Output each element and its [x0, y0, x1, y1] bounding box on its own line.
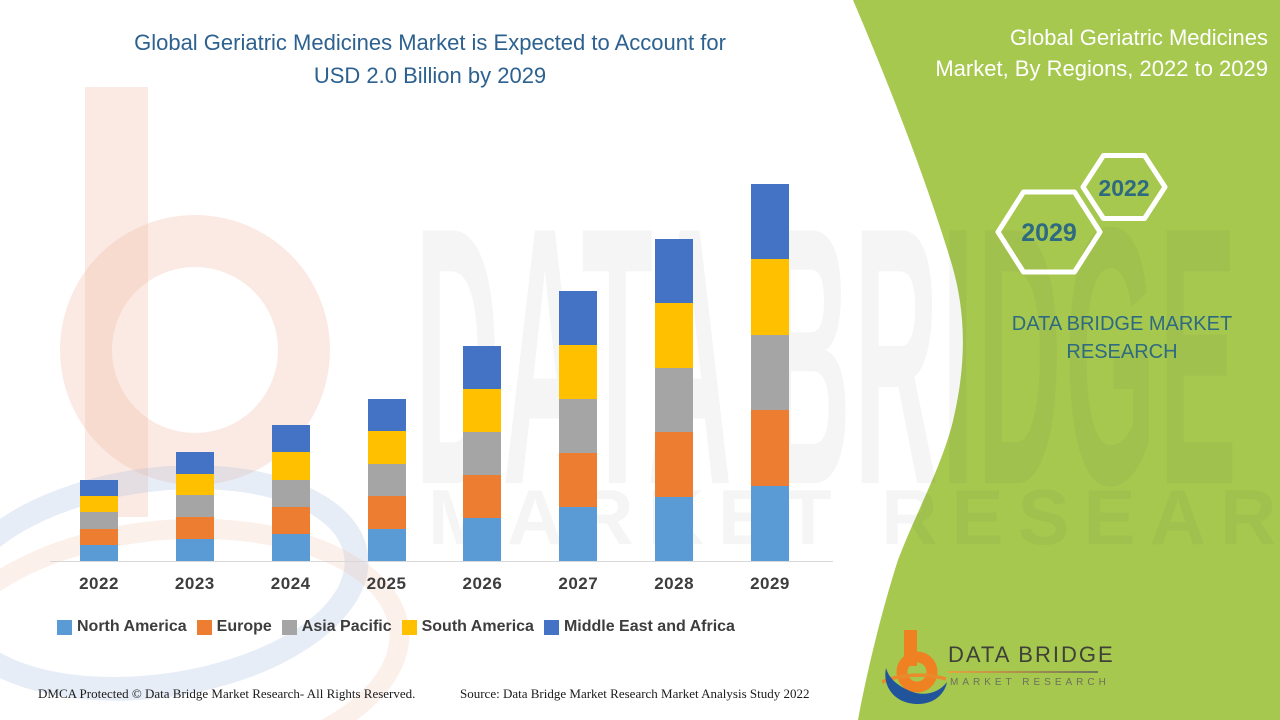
bar-segment-asia-pacific	[271, 479, 310, 507]
bar-segment-asia-pacific	[175, 495, 214, 518]
legend-label: North America	[77, 618, 187, 635]
legend-swatch	[543, 619, 559, 635]
databridge-logo-icon	[882, 630, 947, 704]
legend-item-south-america: South America	[401, 618, 534, 636]
chart-title-line2: USD 2.0 Billion by 2029	[313, 63, 547, 88]
legend-item-asia-pacific: Asia Pacific	[281, 618, 392, 636]
logo-title: DATA BRIDGE	[948, 642, 1115, 667]
x-axis-label-2022: 2022	[79, 574, 119, 593]
bar-segment-asia-pacific	[655, 367, 694, 433]
hexagon-2029	[995, 189, 1103, 275]
side-panel-heading: Global Geriatric Medicines Market, By Re…	[880, 22, 1268, 84]
x-axis-label-2029: 2029	[750, 574, 790, 593]
bar-segment-north-america	[367, 528, 406, 561]
x-axis-label-2028: 2028	[654, 574, 695, 593]
bar-segment-middle-east-and-africa	[271, 425, 310, 453]
legend-swatch	[57, 619, 72, 635]
bar-segment-north-america	[80, 544, 118, 561]
legend-item-middle-east-and-africa: Middle East and Africa	[543, 618, 735, 636]
legend-item-north-america: North America	[57, 618, 187, 636]
bar-segment-europe	[80, 528, 118, 545]
bar-segment-south-america	[175, 473, 214, 496]
chart-legend: North America Europe Asia Pacific South Ame…	[57, 618, 735, 636]
brand-heading-line2: RESEARCH	[1066, 341, 1178, 363]
bar-segment-south-america	[367, 431, 406, 464]
legend-label: Asia Pacific	[301, 618, 392, 635]
brand-heading: DATA BRIDGE MARKET RESEARCH	[972, 310, 1272, 366]
bar-segment-middle-east-and-africa	[655, 238, 694, 304]
side-panel-heading-line1: Global Geriatric Medicines	[1010, 25, 1268, 50]
footer-source: Source: Data Bridge Market Research Mark…	[460, 686, 810, 701]
legend-swatch	[196, 619, 212, 635]
chart-title: Global Geriatric Medicines Market is Exp…	[30, 26, 830, 92]
legend-swatch	[281, 619, 297, 635]
hexagon-2022	[1080, 153, 1168, 221]
bar-segment-europe	[559, 453, 598, 508]
logo-blue-swoosh	[885, 668, 947, 704]
bar-segment-north-america	[175, 539, 214, 561]
bar-segment-europe	[463, 475, 502, 518]
bar-segment-north-america	[750, 485, 789, 561]
bar-segment-europe	[175, 517, 214, 540]
legend-swatch	[401, 619, 417, 635]
bar-segment-middle-east-and-africa	[750, 184, 789, 260]
x-axis-line	[50, 561, 833, 562]
x-axis-label-2023: 2023	[174, 574, 215, 593]
brand-heading-line1: DATA BRIDGE MARKET	[1011, 313, 1233, 335]
bar-segment-south-america	[80, 496, 118, 513]
bar-segment-europe	[367, 496, 406, 529]
bar-segment-south-america	[559, 345, 598, 400]
chart-title-line1: Global Geriatric Medicines Market is Exp…	[134, 30, 726, 55]
bar-segment-north-america	[559, 507, 598, 561]
bar-segment-asia-pacific	[367, 463, 406, 497]
bar-segment-asia-pacific	[750, 334, 789, 411]
bar-segment-middle-east-and-africa	[175, 451, 214, 474]
bar-segment-middle-east-and-africa	[80, 479, 118, 497]
bar-segment-south-america	[271, 452, 310, 480]
x-axis-label-2025: 2025	[366, 574, 407, 593]
bar-segment-europe	[655, 432, 694, 497]
logo-subtitle: MARKET RESEARCH	[950, 677, 1110, 688]
bar-segment-south-america	[750, 259, 789, 335]
bar-segment-asia-pacific	[463, 432, 502, 476]
logo-b-bowl	[896, 651, 938, 693]
legend-label: South America	[421, 618, 534, 635]
bar-segment-south-america	[655, 303, 694, 368]
bar-segment-asia-pacific	[80, 512, 118, 529]
bar-segment-north-america	[271, 533, 310, 561]
bar-segment-north-america	[463, 518, 502, 561]
bar-segment-south-america	[463, 389, 502, 433]
bar-segment-middle-east-and-africa	[367, 398, 406, 432]
bar-segment-europe	[750, 410, 789, 486]
hexagon-label-2022: 2022	[1098, 175, 1150, 201]
x-axis-label-2027: 2027	[558, 574, 599, 593]
x-axis-label-2026: 2026	[462, 574, 503, 593]
logo-underline	[948, 671, 1098, 673]
bar-segment-middle-east-and-africa	[559, 291, 598, 346]
green-shape	[853, 0, 1280, 720]
legend-item-europe: Europe	[196, 618, 272, 636]
bar-segment-europe	[271, 506, 310, 534]
footer-dmca: DMCA Protected © Data Bridge Market Rese…	[38, 686, 416, 701]
hexagon-label-2029: 2029	[1021, 219, 1077, 247]
bar-segment-asia-pacific	[559, 399, 598, 454]
bar-segment-middle-east-and-africa	[463, 346, 502, 390]
legend-label: Middle East and Africa	[563, 618, 735, 635]
x-axis-label-2024: 2024	[270, 574, 311, 593]
bar-segment-north-america	[655, 496, 694, 561]
side-panel-heading-line2: Market, By Regions, 2022 to 2029	[935, 56, 1268, 81]
legend-label: Europe	[216, 618, 272, 635]
